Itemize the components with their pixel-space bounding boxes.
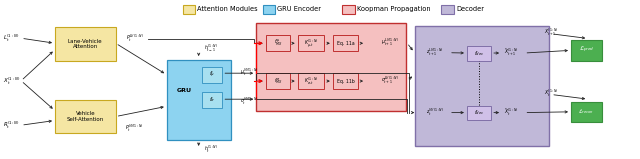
Bar (182, 5, 195, 14)
Text: $P^{VV(1:N)}_t$: $P^{VV(1:N)}_t$ (125, 123, 144, 134)
Bar (266, 73, 290, 89)
Text: $X^{(1:N)}_{t}$: $X^{(1:N)}_{t}$ (544, 88, 559, 99)
Bar (202, 92, 222, 108)
Bar (467, 106, 491, 121)
Bar (415, 26, 548, 146)
Text: $f_\sigma$: $f_\sigma$ (209, 96, 215, 104)
Text: $\hat{X}^{(1:N)}_{t}$: $\hat{X}^{(1:N)}_{t}$ (504, 107, 519, 118)
Bar (262, 5, 275, 14)
Text: $f_\mu$: $f_\mu$ (209, 70, 215, 80)
Text: $f^\mu_{MX}$: $f^\mu_{MX}$ (273, 38, 282, 48)
Text: Eq. 11b: Eq. 11b (337, 79, 355, 84)
Text: GRU: GRU (177, 88, 192, 93)
Bar (333, 73, 358, 89)
Text: Attention Modules: Attention Modules (197, 6, 258, 12)
Text: $\hat{X}^{(1:N)}_{t+1}$: $\hat{X}^{(1:N)}_{t+1}$ (504, 47, 519, 58)
Text: $P^{LV(1:N)}_t$: $P^{LV(1:N)}_t$ (125, 33, 144, 44)
Text: $\sigma^{LV(1:N)}_{t+1}$: $\sigma^{LV(1:N)}_{t+1}$ (381, 75, 399, 86)
Text: $\mathcal{L}_{pred}$: $\mathcal{L}_{pred}$ (579, 45, 594, 55)
Text: Vehicle
Self-Attention: Vehicle Self-Attention (67, 111, 104, 122)
Text: $z^{LV(1:N)}_{t+1}$: $z^{LV(1:N)}_{t+1}$ (426, 47, 444, 58)
Bar (342, 5, 355, 14)
Bar (442, 5, 454, 14)
Text: $R_t^{(1:N)}$: $R_t^{(1:N)}$ (3, 120, 20, 131)
Bar (55, 100, 116, 133)
Bar (256, 23, 406, 111)
Text: $\mathcal{L}_{recon}$: $\mathcal{L}_{recon}$ (579, 107, 594, 116)
Bar (571, 40, 602, 61)
Text: $X^{(1:N)}_{t+1}$: $X^{(1:N)}_{t+1}$ (544, 27, 559, 38)
Text: $f^\sigma_{MX}$: $f^\sigma_{MX}$ (273, 76, 282, 86)
Bar (202, 67, 222, 83)
Text: $K^{(1:N)}_{\sigma,t}$: $K^{(1:N)}_{\sigma,t}$ (304, 76, 318, 86)
Text: $z^{VV(1:N)}_{t}$: $z^{VV(1:N)}_{t}$ (426, 107, 444, 118)
Bar (571, 102, 602, 122)
Text: $h^{(1:N)}_{t-1}$: $h^{(1:N)}_{t-1}$ (204, 42, 219, 54)
Text: GRU Encoder: GRU Encoder (277, 6, 321, 12)
Text: Lane-Vehicle
Attention: Lane-Vehicle Attention (68, 39, 102, 49)
Bar (167, 60, 230, 140)
Bar (333, 35, 358, 51)
Text: $f_{dec}$: $f_{dec}$ (474, 109, 484, 118)
Text: $X_t^{(1:N)}$: $X_t^{(1:N)}$ (3, 75, 20, 87)
Bar (266, 35, 290, 51)
Bar (467, 46, 491, 61)
Text: $\mu^{VV(1:N)}_t$: $\mu^{VV(1:N)}_t$ (241, 67, 259, 78)
Text: $\mu^{LV(1:N)}_{t+1}$: $\mu^{LV(1:N)}_{t+1}$ (381, 37, 399, 48)
Bar (298, 73, 324, 89)
Text: $f_{dec}$: $f_{dec}$ (474, 49, 484, 58)
Text: $h^{(1:N)}_t$: $h^{(1:N)}_t$ (204, 144, 219, 155)
Text: Eq. 11a: Eq. 11a (337, 41, 355, 46)
Text: $K^{(1:N)}_{\mu,t}$: $K^{(1:N)}_{\mu,t}$ (304, 37, 318, 50)
Text: Decoder: Decoder (456, 6, 484, 12)
Text: $L_t^{(1:N)}$: $L_t^{(1:N)}$ (3, 33, 19, 44)
Bar (298, 35, 324, 51)
Text: Koopman Propagation: Koopman Propagation (357, 6, 431, 12)
Bar (55, 28, 116, 61)
Text: $\sigma^{VV(1:N)}_t$: $\sigma^{VV(1:N)}_t$ (241, 96, 259, 107)
